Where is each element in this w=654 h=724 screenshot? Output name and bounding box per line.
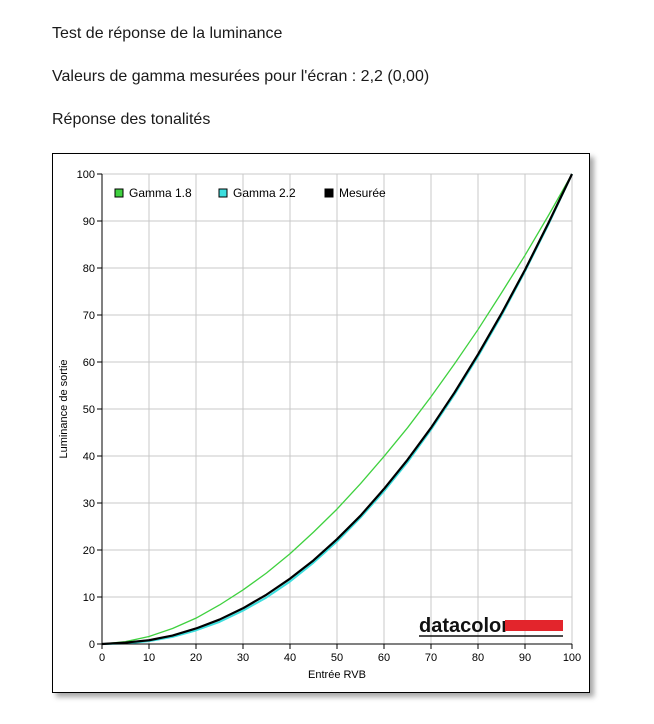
legend-label: Gamma 2.2 xyxy=(233,186,296,200)
y-axis-label: Luminance de sortie xyxy=(58,359,70,458)
y-tick-label: 20 xyxy=(83,545,95,557)
axes: 0 10 20 30 40 50 60 70 80 90 100 0 10 20 30 40 50 60 70 80 9… xyxy=(77,169,582,664)
x-tick-label: 90 xyxy=(519,652,531,664)
y-tick-label: 100 xyxy=(77,169,95,181)
chart-svg: 0 10 20 30 40 50 60 70 80 90 100 0 10 20 30 40 50 60 70 80 9… xyxy=(58,169,582,681)
series-lines xyxy=(101,173,573,646)
tone-response-chart: 0 10 20 30 40 50 60 70 80 90 100 0 10 20 30 40 50 60 70 80 9… xyxy=(52,153,590,693)
x-tick-label: 60 xyxy=(378,652,390,664)
legend-swatch xyxy=(114,188,124,198)
legend-label: Gamma 1.8 xyxy=(129,186,192,200)
y-tick-label: 40 xyxy=(83,451,95,463)
y-tick-label: 90 xyxy=(83,216,95,228)
section-title: Réponse des tonalités xyxy=(52,111,211,128)
series-line-1 xyxy=(101,173,573,645)
legend-swatch xyxy=(218,188,228,198)
legend-swatch xyxy=(324,188,334,198)
page-title: Test de réponse de la luminance xyxy=(52,25,283,42)
y-tick-label: 0 xyxy=(89,639,95,651)
x-tick-label: 40 xyxy=(284,652,296,664)
x-tick-label: 10 xyxy=(143,652,155,664)
x-tick-label: 50 xyxy=(331,652,343,664)
y-tick-label: 30 xyxy=(83,498,95,510)
gamma-summary: Valeurs de gamma mesurées pour l'écran :… xyxy=(52,68,430,85)
x-tick-label: 100 xyxy=(563,652,581,664)
x-tick-label: 80 xyxy=(472,652,484,664)
series-line-3 xyxy=(101,173,573,646)
x-axis-label: Entrée RVB xyxy=(308,669,366,681)
y-tick-label: 80 xyxy=(83,263,95,275)
x-tick-label: 30 xyxy=(237,652,249,664)
y-tick-label: 50 xyxy=(83,404,95,416)
x-tick-label: 20 xyxy=(190,652,202,664)
legend: Gamma 1.8 Gamma 2.2 Mesurée xyxy=(114,186,386,200)
datacolor-logo: datacolor xyxy=(419,615,563,637)
legend-label: Mesurée xyxy=(339,186,386,200)
y-tick-label: 60 xyxy=(83,357,95,369)
x-tick-label: 70 xyxy=(425,652,437,664)
brand-bar xyxy=(505,620,563,631)
brand-text: datacolor xyxy=(419,615,509,637)
y-tick-label: 70 xyxy=(83,310,95,322)
y-tick-label: 10 xyxy=(83,592,95,604)
grid-lines xyxy=(102,173,573,644)
x-tick-label: 0 xyxy=(99,652,105,664)
